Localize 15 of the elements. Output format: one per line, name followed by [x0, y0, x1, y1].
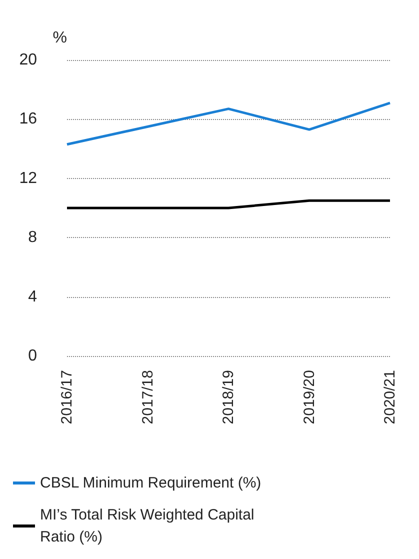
y-tick-label: 8	[28, 229, 38, 246]
y-tick-label: 20	[19, 52, 38, 68]
y-tick-label: 12	[19, 170, 38, 187]
y-tick-label: 16	[19, 110, 38, 128]
y-tick-label: 0	[28, 348, 38, 364]
x-tick-label: 2018/19	[220, 370, 237, 424]
x-tick-label: 2020/21	[382, 370, 398, 424]
x-tick-label: 2016/17	[58, 370, 76, 424]
x-tick-label: 2017/18	[139, 370, 156, 424]
x-tick-label: 2019/20	[300, 370, 318, 424]
legend-label: CBSL Minimum Requirement (%)	[40, 474, 262, 492]
line-series	[66, 102, 392, 146]
legend-label: MI’s Total Risk Weighted Capital Ratio (%)	[40, 506, 258, 546]
y-axis-title: %	[52, 30, 67, 46]
y-tick-label: 4	[28, 288, 38, 306]
